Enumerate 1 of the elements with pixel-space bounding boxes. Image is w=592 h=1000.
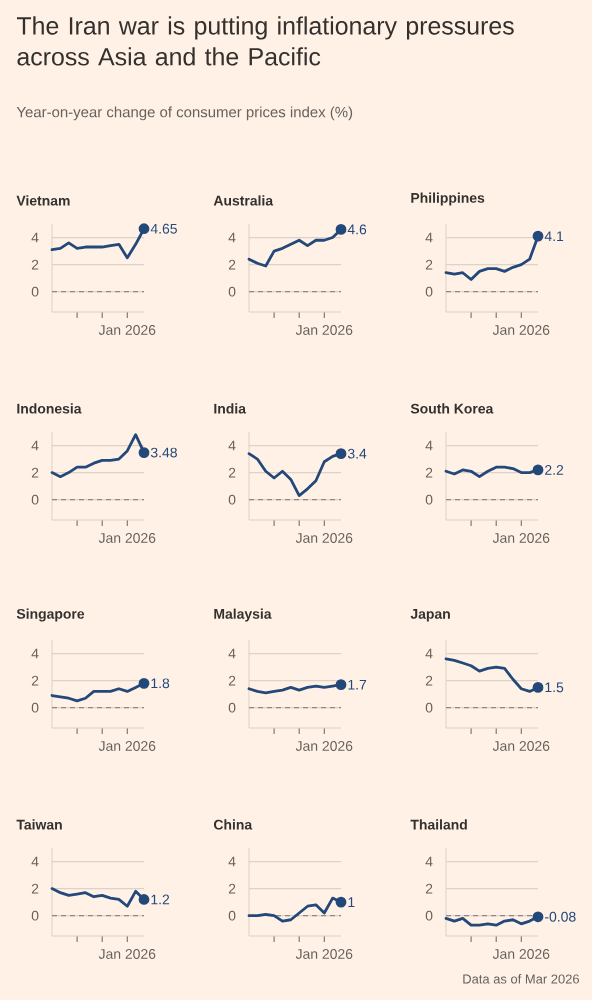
text: The Iran war is putting inflationary pressures across Asia and the Pacific (16, 16, 514, 66)
